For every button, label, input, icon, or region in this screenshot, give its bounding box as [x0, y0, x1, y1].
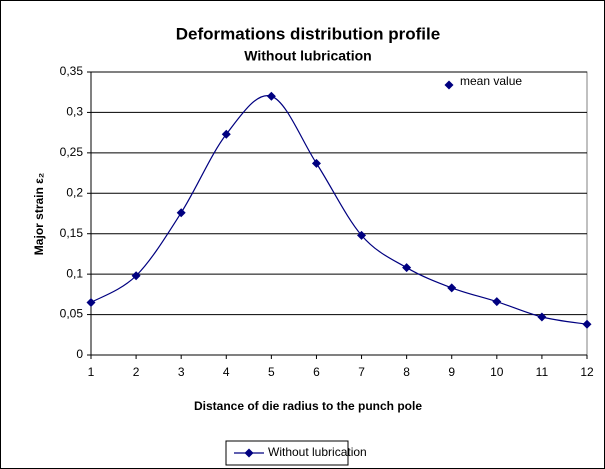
x-tick-label: 4 [223, 365, 230, 379]
chart-title: Deformations distribution profile [176, 24, 440, 43]
x-tick-label: 3 [178, 365, 185, 379]
x-tick-label: 1 [88, 365, 95, 379]
y-tick-label: 0,35 [60, 64, 84, 78]
x-tick-label: 5 [268, 365, 275, 379]
x-tick-label: 7 [358, 365, 365, 379]
x-tick-label: 2 [133, 365, 140, 379]
y-tick-label: 0,05 [60, 307, 84, 321]
x-tick-label: 12 [580, 365, 594, 379]
y-tick-label: 0,3 [66, 105, 83, 119]
x-tick-label: 6 [313, 365, 320, 379]
legend-box [225, 440, 349, 466]
annotation-marker [444, 80, 454, 90]
data-point [266, 91, 276, 101]
plot-area [90, 71, 588, 356]
data-point [582, 319, 592, 329]
data-point [86, 297, 96, 307]
x-axis-title: Distance of die radius to the punch pole [194, 399, 422, 413]
y-axis-title: Major strain ε₂ [32, 173, 46, 255]
data-point [492, 297, 502, 307]
data-point [537, 312, 547, 322]
y-tick-label: 0,2 [66, 185, 83, 199]
data-point [311, 158, 321, 168]
x-tick-label: 8 [403, 365, 410, 379]
data-point [221, 129, 231, 139]
x-tick-label: 11 [536, 365, 549, 379]
x-tick-label: 9 [448, 365, 455, 379]
y-tick-label: 0,1 [66, 266, 83, 280]
data-point [402, 263, 412, 273]
data-point [131, 271, 141, 281]
y-tick-label: 0,15 [60, 226, 84, 240]
annotation: mean value [460, 74, 522, 88]
data-point [176, 208, 186, 218]
legend-marker [244, 448, 254, 458]
legend-label: Without lubrication [268, 445, 367, 459]
data-point [357, 230, 367, 240]
y-tick-label: 0 [76, 347, 83, 361]
y-tick-label: 0,25 [60, 145, 84, 159]
data-point [447, 283, 457, 293]
chart-subtitle: Without lubrication [244, 48, 371, 64]
x-tick-label: 10 [490, 365, 504, 379]
